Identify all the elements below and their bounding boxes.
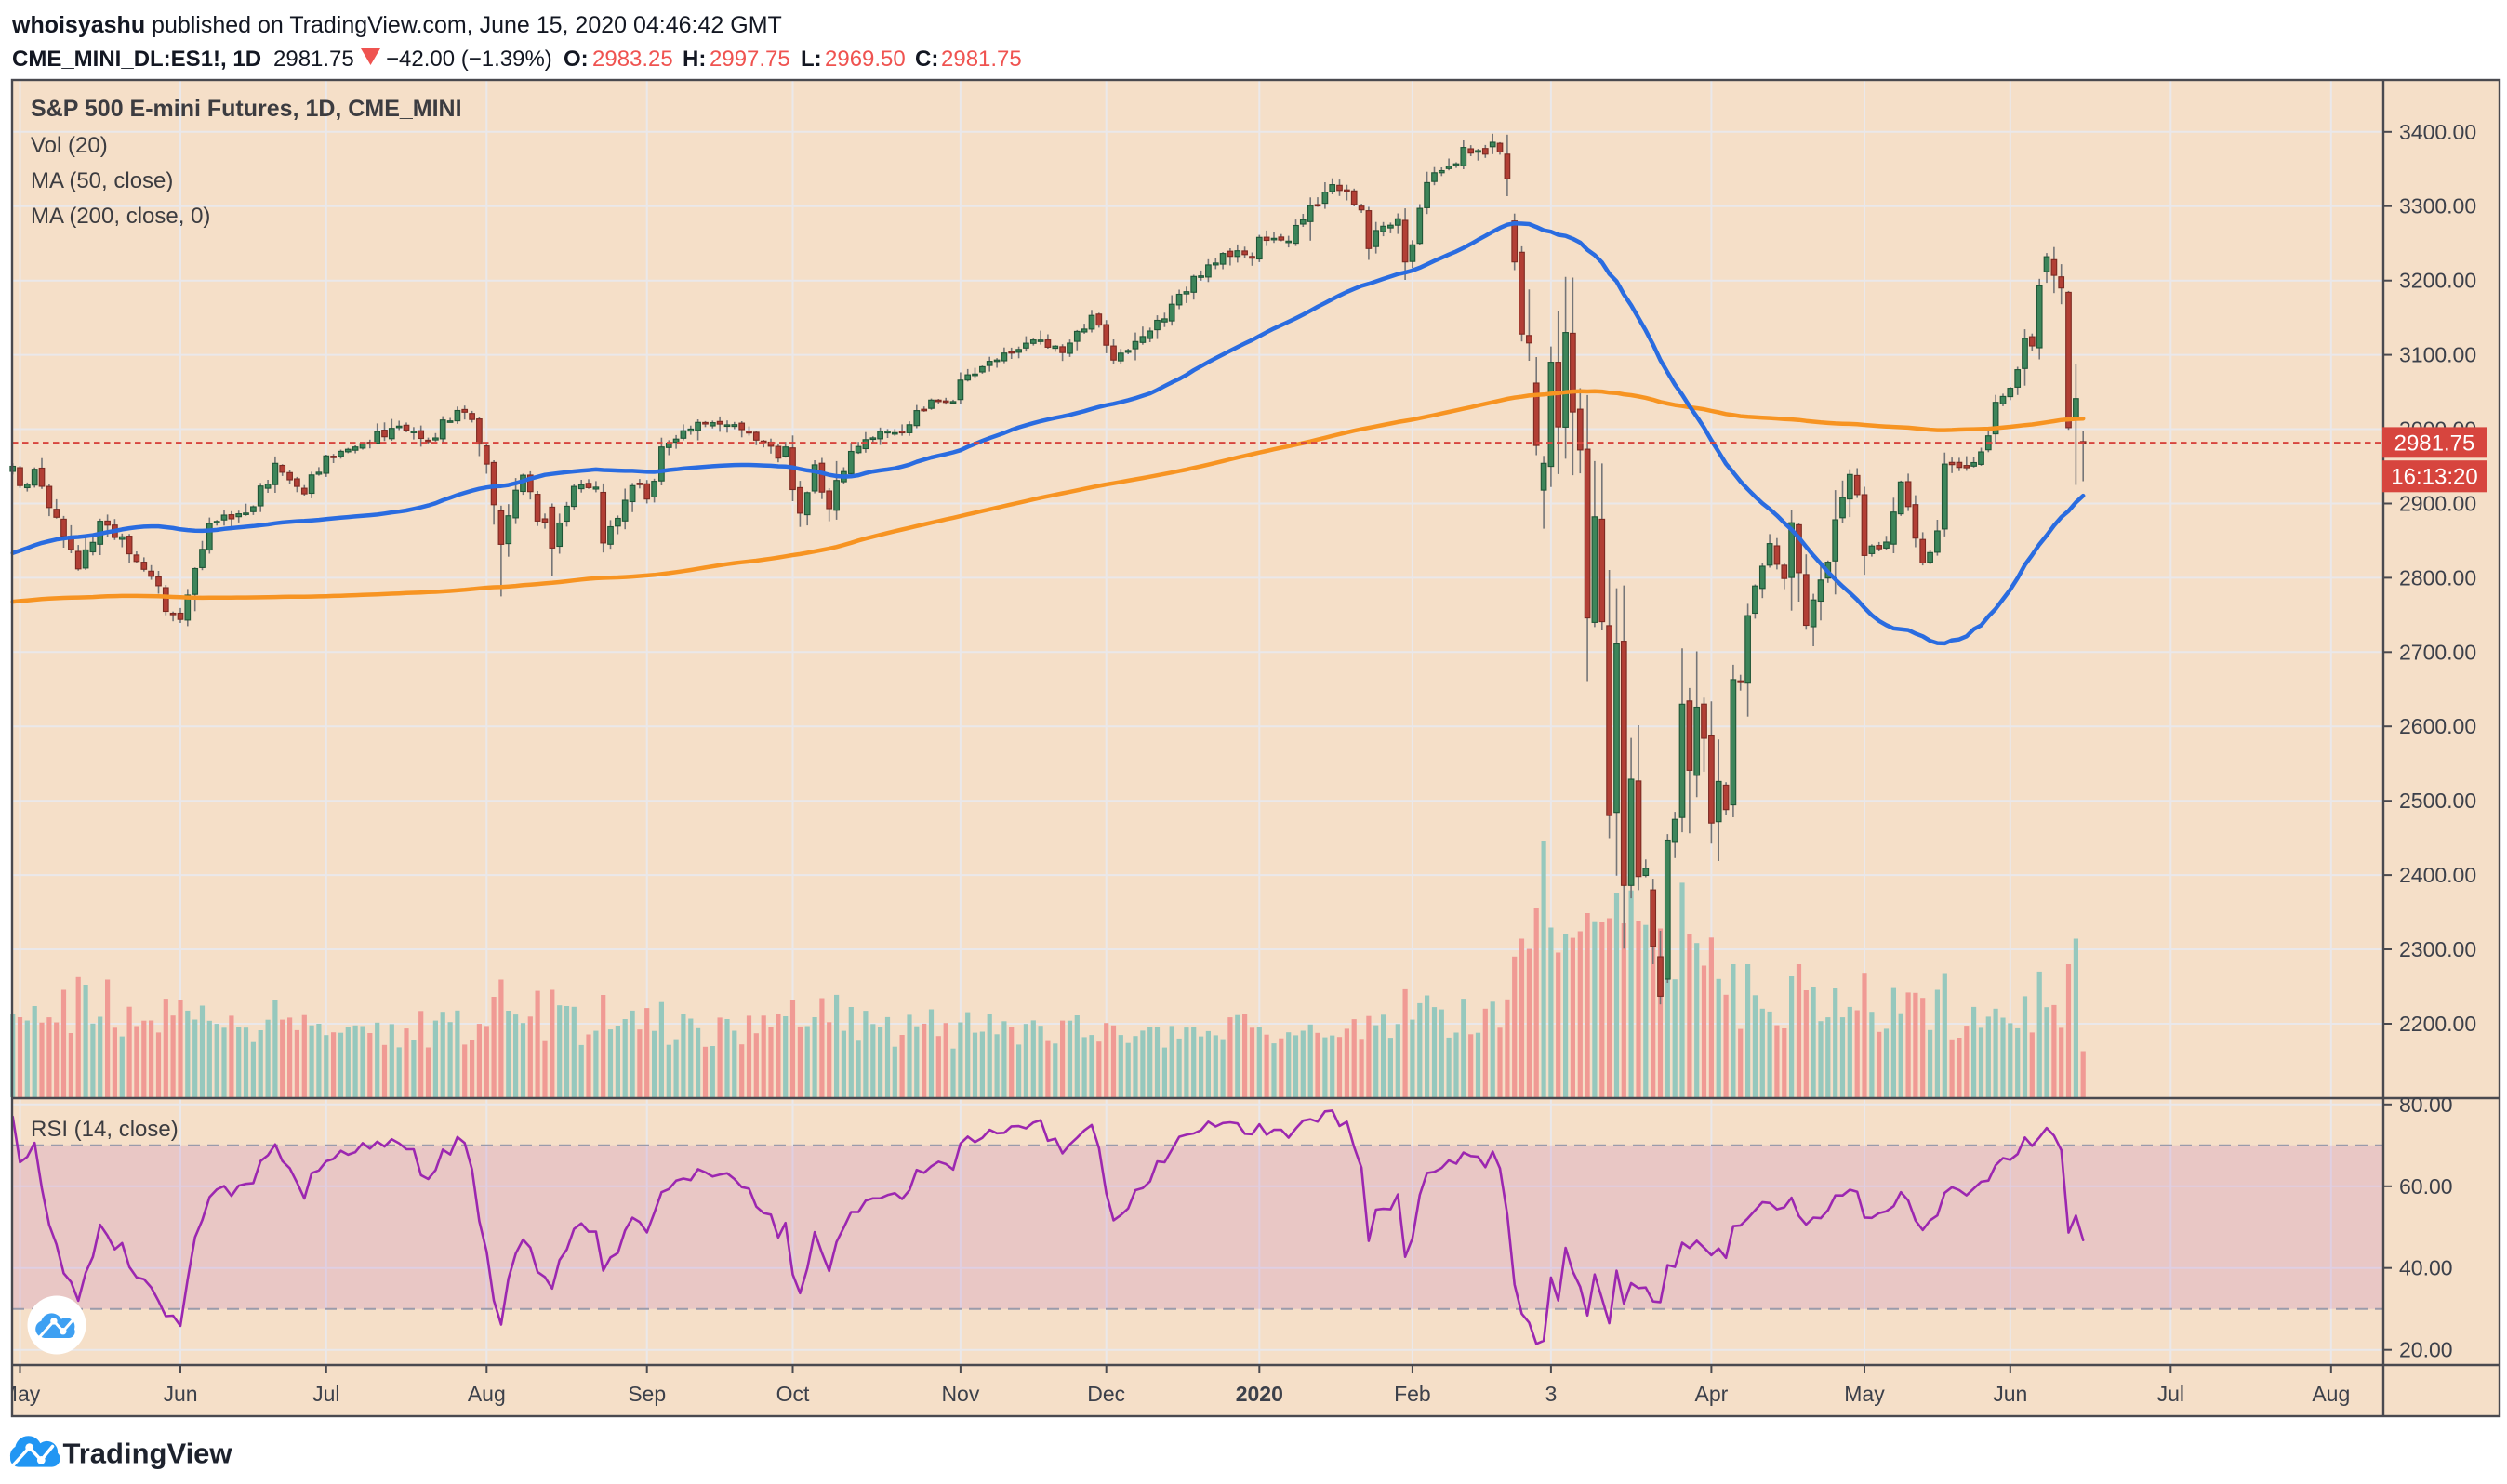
svg-text:2969.50: 2969.50 xyxy=(825,46,906,72)
svg-text:2900.00: 2900.00 xyxy=(2399,492,2476,516)
svg-text:Jun: Jun xyxy=(1993,1382,2027,1406)
svg-text:60.00: 60.00 xyxy=(2399,1174,2453,1199)
svg-text:−42.00 (−1.39%): −42.00 (−1.39%) xyxy=(386,46,552,72)
svg-text:2981.75: 2981.75 xyxy=(273,46,354,72)
svg-text:Sep: Sep xyxy=(628,1382,666,1406)
svg-text:3400.00: 3400.00 xyxy=(2399,120,2476,144)
svg-text:Aug: Aug xyxy=(2312,1382,2350,1406)
svg-text:TradingView: TradingView xyxy=(63,1438,233,1470)
svg-text:CME_MINI_DL:ES1!, 1D: CME_MINI_DL:ES1!, 1D xyxy=(12,46,261,72)
svg-text:S&P 500 E-mini Futures, 1D, CM: S&P 500 E-mini Futures, 1D, CME_MINI xyxy=(31,96,462,122)
svg-text:Feb: Feb xyxy=(1394,1382,1431,1406)
svg-text:2600.00: 2600.00 xyxy=(2399,714,2476,738)
svg-text:Apr: Apr xyxy=(1695,1382,1729,1406)
svg-text:Jul: Jul xyxy=(2157,1382,2184,1406)
svg-text:20.00: 20.00 xyxy=(2399,1338,2453,1362)
svg-text:L:: L: xyxy=(801,46,822,72)
svg-text:Nov: Nov xyxy=(941,1382,979,1406)
svg-text:2981.75: 2981.75 xyxy=(941,46,1022,72)
svg-text:C:: C: xyxy=(915,46,938,72)
svg-text:3200.00: 3200.00 xyxy=(2399,269,2476,293)
svg-text:Oct: Oct xyxy=(776,1382,810,1406)
svg-text:3: 3 xyxy=(1545,1382,1558,1406)
svg-text:whoisyashu published on Tradin: whoisyashu published on TradingView.com,… xyxy=(11,12,782,38)
svg-text:2300.00: 2300.00 xyxy=(2399,937,2476,961)
svg-text:MA (50, close): MA (50, close) xyxy=(31,168,173,193)
svg-text:2400.00: 2400.00 xyxy=(2399,863,2476,887)
svg-text:Aug: Aug xyxy=(468,1382,506,1406)
svg-text:2700.00: 2700.00 xyxy=(2399,640,2476,664)
svg-text:80.00: 80.00 xyxy=(2399,1093,2453,1117)
svg-text:Vol (20): Vol (20) xyxy=(31,133,108,158)
svg-text:2500.00: 2500.00 xyxy=(2399,788,2476,813)
svg-text:2020: 2020 xyxy=(1236,1382,1283,1406)
svg-text:O:: O: xyxy=(564,46,589,72)
svg-text:RSI (14, close): RSI (14, close) xyxy=(31,1117,179,1142)
svg-text:2200.00: 2200.00 xyxy=(2399,1012,2476,1036)
svg-text:Jun: Jun xyxy=(163,1382,197,1406)
svg-text:MA (200, close, 0): MA (200, close, 0) xyxy=(31,204,210,229)
svg-text:2997.75: 2997.75 xyxy=(710,46,790,72)
svg-text:16:13:20: 16:13:20 xyxy=(2391,465,2477,490)
svg-text:3300.00: 3300.00 xyxy=(2399,194,2476,219)
svg-text:May: May xyxy=(1844,1382,1885,1406)
svg-text:2981.75: 2981.75 xyxy=(2394,431,2475,456)
svg-text:Jul: Jul xyxy=(312,1382,339,1406)
svg-text:40.00: 40.00 xyxy=(2399,1256,2453,1280)
svg-text:H:: H: xyxy=(683,46,706,72)
svg-text:3100.00: 3100.00 xyxy=(2399,343,2476,367)
svg-text:Dec: Dec xyxy=(1087,1382,1125,1406)
svg-text:2800.00: 2800.00 xyxy=(2399,565,2476,590)
svg-text:May: May xyxy=(0,1382,41,1406)
svg-text:2983.25: 2983.25 xyxy=(592,46,673,72)
